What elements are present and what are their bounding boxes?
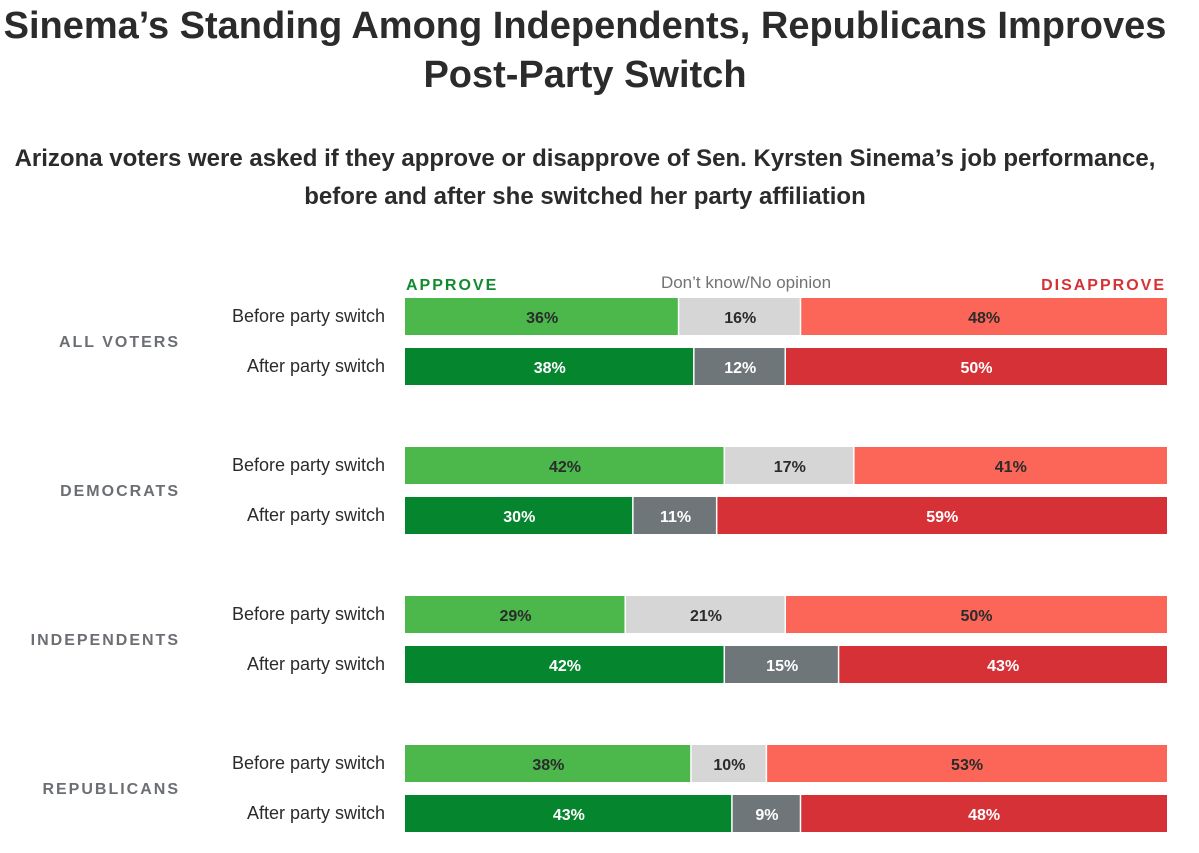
bar-approve-all-voters-before [405, 298, 678, 335]
legend-approve: APPROVE [406, 277, 498, 294]
bar-approve-independents-before [405, 596, 625, 633]
row-label: After party switch [247, 505, 385, 525]
bar-disapprove-democrats-after [717, 497, 1167, 534]
bar-dont-know-democrats-after [633, 497, 716, 534]
data-label-approve: 36% [526, 310, 558, 327]
data-label-approve: 30% [503, 509, 535, 526]
data-label-dont-know: 16% [724, 310, 756, 327]
data-label-approve: 38% [534, 360, 566, 377]
bar-dont-know-independents-before [625, 596, 785, 633]
data-label-disapprove: 48% [968, 310, 1000, 327]
bar-approve-republicans-before [405, 745, 691, 782]
data-label-dont-know: 15% [766, 658, 798, 675]
bar-disapprove-republicans-after [801, 795, 1167, 832]
group-label-independents: INDEPENDENTS [31, 632, 180, 649]
row-label: After party switch [247, 803, 385, 823]
row-label: Before party switch [232, 306, 385, 326]
row-label: After party switch [247, 654, 385, 674]
data-label-disapprove: 41% [995, 459, 1027, 476]
bar-disapprove-democrats-before [854, 447, 1167, 484]
bar-approve-democrats-after [405, 497, 633, 534]
data-label-dont-know: 10% [713, 757, 745, 774]
row-label: Before party switch [232, 604, 385, 624]
data-label-disapprove: 50% [960, 360, 992, 377]
data-label-approve: 42% [549, 658, 581, 675]
row-label: Before party switch [232, 455, 385, 475]
data-label-disapprove: 48% [968, 807, 1000, 824]
bars-layer: ALL VOTERS Before party switch 36% 16% 48% Af… [31, 298, 1167, 832]
bar-disapprove-republicans-before [767, 745, 1167, 782]
chart-title: Sinema’s Standing Among Independents, Re… [3, 5, 1167, 97]
bar-dont-know-all-voters-after [694, 348, 785, 385]
bar-dont-know-democrats-before [725, 447, 854, 484]
group-label-republicans: REPUBLICANS [42, 781, 180, 798]
data-label-disapprove: 59% [926, 509, 958, 526]
bar-approve-all-voters-after [405, 348, 694, 385]
group-label-all-voters: ALL VOTERS [59, 334, 180, 351]
data-label-approve: 38% [532, 757, 564, 774]
bar-approve-republicans-after [405, 795, 732, 832]
data-label-disapprove: 50% [960, 608, 992, 625]
data-label-disapprove: 53% [951, 757, 983, 774]
chart-subtitle: Arizona voters were asked if they approv… [14, 145, 1156, 211]
row-label: After party switch [247, 356, 385, 376]
bar-disapprove-all-voters-before [801, 298, 1167, 335]
data-label-approve: 42% [549, 459, 581, 476]
legend-disapprove: DISAPPROVE [1041, 277, 1166, 294]
data-label-approve: 43% [553, 807, 585, 824]
data-label-dont-know: 11% [660, 509, 691, 526]
bar-disapprove-independents-before [786, 596, 1167, 633]
data-label-dont-know: 9% [755, 807, 778, 824]
data-label-dont-know: 17% [774, 459, 806, 476]
bar-approve-democrats-before [405, 447, 724, 484]
data-label-dont-know: 21% [690, 608, 722, 625]
data-label-dont-know: 12% [724, 360, 756, 377]
bar-dont-know-independents-after [725, 646, 838, 683]
bar-dont-know-republicans-before [691, 745, 766, 782]
legend-dont-know: Don’t know/No opinion [661, 273, 831, 292]
row-label: Before party switch [232, 753, 385, 773]
bar-approve-independents-after [405, 646, 724, 683]
data-label-approve: 29% [499, 608, 531, 625]
bar-disapprove-independents-after [839, 646, 1167, 683]
bar-dont-know-all-voters-before [679, 298, 800, 335]
bar-disapprove-all-voters-after [786, 348, 1167, 385]
group-label-democrats: DEMOCRATS [60, 483, 180, 500]
data-label-disapprove: 43% [987, 658, 1019, 675]
bar-dont-know-republicans-after [732, 795, 800, 832]
